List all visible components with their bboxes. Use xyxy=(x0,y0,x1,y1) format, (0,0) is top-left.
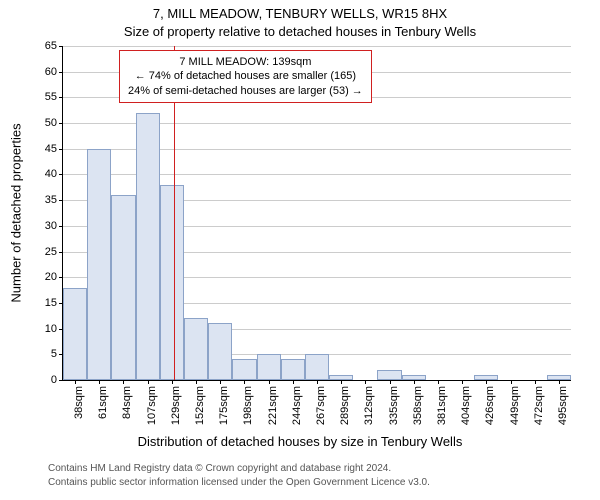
histogram-bar xyxy=(377,370,401,380)
xtick-label: 244sqm xyxy=(291,386,303,425)
xtick-label: 495sqm xyxy=(557,386,569,425)
xtick-mark xyxy=(123,380,124,384)
ytick-label: 15 xyxy=(45,297,63,309)
xtick-mark xyxy=(462,380,463,384)
xtick-mark xyxy=(511,380,512,384)
ytick-label: 55 xyxy=(45,91,63,103)
ytick-label: 20 xyxy=(45,271,63,283)
xtick-label: 289sqm xyxy=(339,386,351,425)
info-box: 7 MILL MEADOW: 139sqm← 74% of detached h… xyxy=(119,50,372,103)
xtick-label: 426sqm xyxy=(484,386,496,425)
x-axis-label: Distribution of detached houses by size … xyxy=(0,434,600,449)
info-box-line3: 24% of semi-detached houses are larger (… xyxy=(128,84,363,98)
ytick-label: 10 xyxy=(45,323,63,335)
histogram-bar xyxy=(305,354,329,380)
ytick-label: 65 xyxy=(45,40,63,52)
histogram-bar xyxy=(257,354,281,380)
chart-container: 7, MILL MEADOW, TENBURY WELLS, WR15 8HX … xyxy=(0,0,600,500)
xtick-label: 84sqm xyxy=(121,386,133,419)
xtick-mark xyxy=(438,380,439,384)
gridline xyxy=(63,46,571,47)
xtick-label: 152sqm xyxy=(194,386,206,425)
xtick-mark xyxy=(244,380,245,384)
xtick-label: 38sqm xyxy=(73,386,85,419)
ytick-label: 0 xyxy=(51,374,63,386)
xtick-label: 221sqm xyxy=(267,386,279,425)
xtick-mark xyxy=(269,380,270,384)
xtick-label: 335sqm xyxy=(388,386,400,425)
xtick-mark xyxy=(196,380,197,384)
y-axis-label: Number of detached properties xyxy=(9,123,24,302)
ytick-label: 25 xyxy=(45,246,63,258)
histogram-bar xyxy=(136,113,160,380)
histogram-bar xyxy=(111,195,135,380)
xtick-label: 129sqm xyxy=(170,386,182,425)
footer-attribution: Contains HM Land Registry data © Crown c… xyxy=(48,462,430,489)
ytick-label: 50 xyxy=(45,117,63,129)
xtick-label: 267sqm xyxy=(315,386,327,425)
chart-title-2: Size of property relative to detached ho… xyxy=(0,24,600,39)
histogram-bar xyxy=(208,323,232,380)
xtick-label: 312sqm xyxy=(363,386,375,425)
xtick-mark xyxy=(172,380,173,384)
histogram-bar xyxy=(184,318,208,380)
info-box-line2: ← 74% of detached houses are smaller (16… xyxy=(128,69,363,83)
footer-line-1: Contains HM Land Registry data © Crown c… xyxy=(48,462,430,476)
xtick-mark xyxy=(148,380,149,384)
xtick-label: 198sqm xyxy=(242,386,254,425)
xtick-mark xyxy=(535,380,536,384)
plot-area: 0510152025303540455055606538sqm61sqm84sq… xyxy=(62,46,571,381)
xtick-mark xyxy=(293,380,294,384)
xtick-mark xyxy=(75,380,76,384)
xtick-label: 175sqm xyxy=(218,386,230,425)
ytick-label: 5 xyxy=(51,348,63,360)
xtick-label: 381sqm xyxy=(436,386,448,425)
xtick-label: 61sqm xyxy=(97,386,109,419)
xtick-label: 472sqm xyxy=(533,386,545,425)
xtick-mark xyxy=(390,380,391,384)
info-box-line1: 7 MILL MEADOW: 139sqm xyxy=(128,55,363,69)
histogram-bar xyxy=(87,149,111,380)
xtick-mark xyxy=(365,380,366,384)
xtick-mark xyxy=(220,380,221,384)
xtick-mark xyxy=(99,380,100,384)
footer-line-2: Contains public sector information licen… xyxy=(48,476,430,490)
xtick-label: 107sqm xyxy=(146,386,158,425)
xtick-mark xyxy=(317,380,318,384)
ytick-label: 45 xyxy=(45,143,63,155)
ytick-label: 60 xyxy=(45,66,63,78)
histogram-bar xyxy=(63,288,87,380)
histogram-bar xyxy=(232,359,256,380)
xtick-mark xyxy=(414,380,415,384)
xtick-label: 404sqm xyxy=(460,386,472,425)
chart-title-1: 7, MILL MEADOW, TENBURY WELLS, WR15 8HX xyxy=(0,6,600,21)
xtick-label: 358sqm xyxy=(412,386,424,425)
histogram-bar xyxy=(281,359,305,380)
xtick-mark xyxy=(486,380,487,384)
histogram-bar xyxy=(160,185,184,380)
xtick-mark xyxy=(341,380,342,384)
xtick-label: 449sqm xyxy=(509,386,521,425)
ytick-label: 40 xyxy=(45,168,63,180)
ytick-label: 35 xyxy=(45,194,63,206)
ytick-label: 30 xyxy=(45,220,63,232)
xtick-mark xyxy=(559,380,560,384)
